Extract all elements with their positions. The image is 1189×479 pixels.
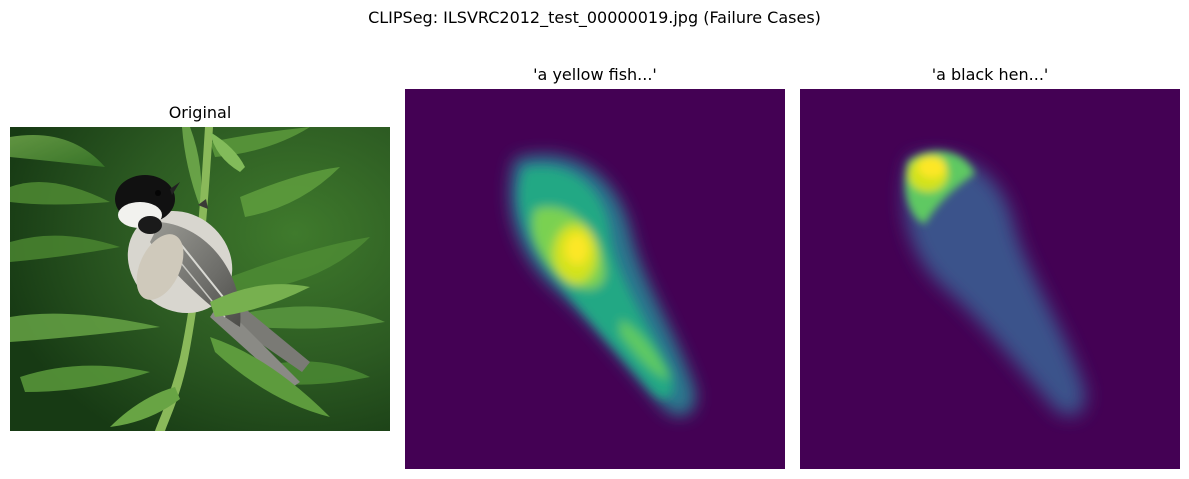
- panel-title-yellow-fish: 'a yellow fish...': [533, 65, 657, 84]
- original-image: [10, 127, 390, 431]
- figure-title: CLIPSeg: ILSVRC2012_test_00000019.jpg (F…: [368, 8, 821, 27]
- bird-photo: [10, 127, 390, 431]
- heatmap-black-hen: [800, 89, 1180, 469]
- panel-title-original: Original: [168, 103, 232, 122]
- heatmap-image: [800, 89, 1180, 469]
- heatmap-yellow-fish: [405, 89, 785, 469]
- panel-title-black-hen: 'a black hen...': [931, 65, 1049, 84]
- heatmap-image: [405, 89, 785, 469]
